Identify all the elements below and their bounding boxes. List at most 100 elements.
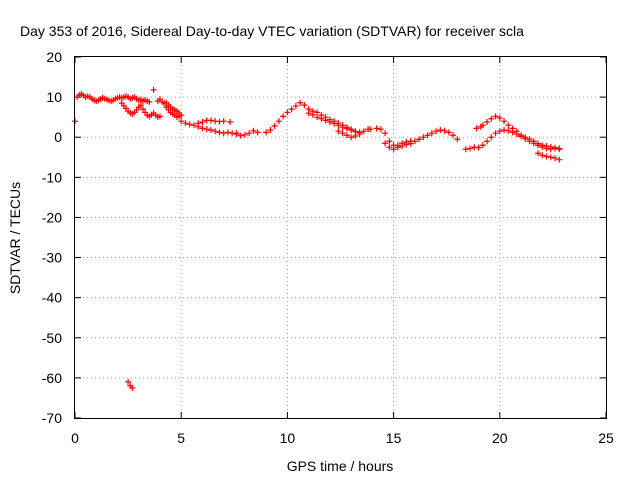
data-point (509, 129, 516, 136)
x-tick-label: 15 (386, 430, 402, 446)
data-point (530, 140, 537, 147)
data-point (473, 125, 480, 132)
data-point (492, 130, 499, 137)
data-point (390, 146, 397, 153)
data-point (125, 378, 132, 385)
data-point (488, 134, 495, 141)
data-point (207, 117, 214, 124)
data-point (241, 131, 248, 138)
data-point (518, 133, 525, 140)
data-point (224, 129, 231, 136)
data-point (382, 130, 389, 137)
data-point (203, 126, 210, 133)
x-tick-label: 25 (598, 430, 614, 446)
data-point (416, 136, 423, 143)
data-point (280, 113, 287, 120)
chart-title: Day 353 of 2016, Sidereal Day-to-day VTE… (20, 23, 524, 39)
data-point (339, 130, 346, 137)
y-tick-label: 20 (46, 49, 62, 65)
data-point (475, 144, 482, 151)
data-point (322, 117, 329, 124)
data-point (331, 120, 338, 127)
data-point (199, 118, 206, 125)
data-point (220, 118, 227, 125)
data-point (367, 126, 374, 133)
data-point (420, 134, 427, 141)
data-point (139, 106, 146, 113)
data-point (467, 145, 474, 152)
x-tick-label: 10 (280, 430, 296, 446)
data-point (539, 143, 546, 150)
data-point (178, 112, 185, 119)
y-tick-label: 0 (54, 129, 62, 145)
data-point (182, 120, 189, 127)
data-point (297, 99, 304, 106)
data-point (156, 113, 163, 120)
data-point (441, 127, 448, 134)
data-point (227, 118, 234, 125)
data-point (267, 127, 274, 134)
data-point (150, 86, 157, 93)
data-point (356, 131, 363, 138)
data-point (462, 146, 469, 153)
data-point (539, 152, 546, 159)
data-point (343, 132, 350, 139)
data-point (343, 125, 350, 132)
data-point (275, 118, 282, 125)
data-point (484, 118, 491, 125)
data-point (450, 132, 457, 139)
data-point (220, 130, 227, 137)
data-point (292, 102, 299, 109)
data-point (212, 128, 219, 135)
y-axis-label: SDTVAR / TECUs (7, 182, 23, 294)
data-point (424, 132, 431, 139)
y-tick-label: -30 (42, 250, 62, 266)
data-point (137, 102, 144, 109)
data-point (552, 145, 559, 152)
data-point (492, 113, 499, 120)
data-point (186, 121, 193, 128)
data-point (263, 129, 270, 136)
data-point (284, 109, 291, 116)
data-point (195, 120, 202, 127)
data-point (237, 132, 244, 139)
data-point (543, 145, 550, 152)
data-point (433, 128, 440, 135)
grid (75, 57, 606, 418)
data-point (360, 128, 367, 135)
y-tick-label: -20 (42, 209, 62, 225)
y-tick-label: -40 (42, 290, 62, 306)
data-point (496, 114, 503, 121)
data-point (535, 150, 542, 157)
y-tick-label: 10 (46, 89, 62, 105)
data-point (129, 384, 136, 391)
data-point (314, 114, 321, 121)
data-point (373, 125, 380, 132)
data-point (543, 153, 550, 160)
data-point (339, 124, 346, 131)
data-point (207, 127, 214, 134)
data-point (501, 127, 508, 134)
x-tick-label: 0 (71, 430, 79, 446)
data-point (535, 142, 542, 149)
data-point (479, 122, 486, 129)
data-point (246, 130, 253, 137)
data-point (547, 154, 554, 161)
data-point (271, 122, 278, 129)
data-point (496, 128, 503, 135)
data-point (288, 106, 295, 113)
data-point (254, 129, 261, 136)
data-point (454, 136, 461, 143)
data-point (437, 127, 444, 134)
data-point (399, 143, 406, 150)
plot-frame (74, 56, 607, 419)
data-point (348, 127, 355, 134)
data-point (199, 125, 206, 132)
data-point (556, 156, 563, 163)
data-point (190, 122, 197, 129)
data-point (556, 146, 563, 153)
data-point (505, 122, 512, 129)
y-tick-label: -10 (42, 169, 62, 185)
